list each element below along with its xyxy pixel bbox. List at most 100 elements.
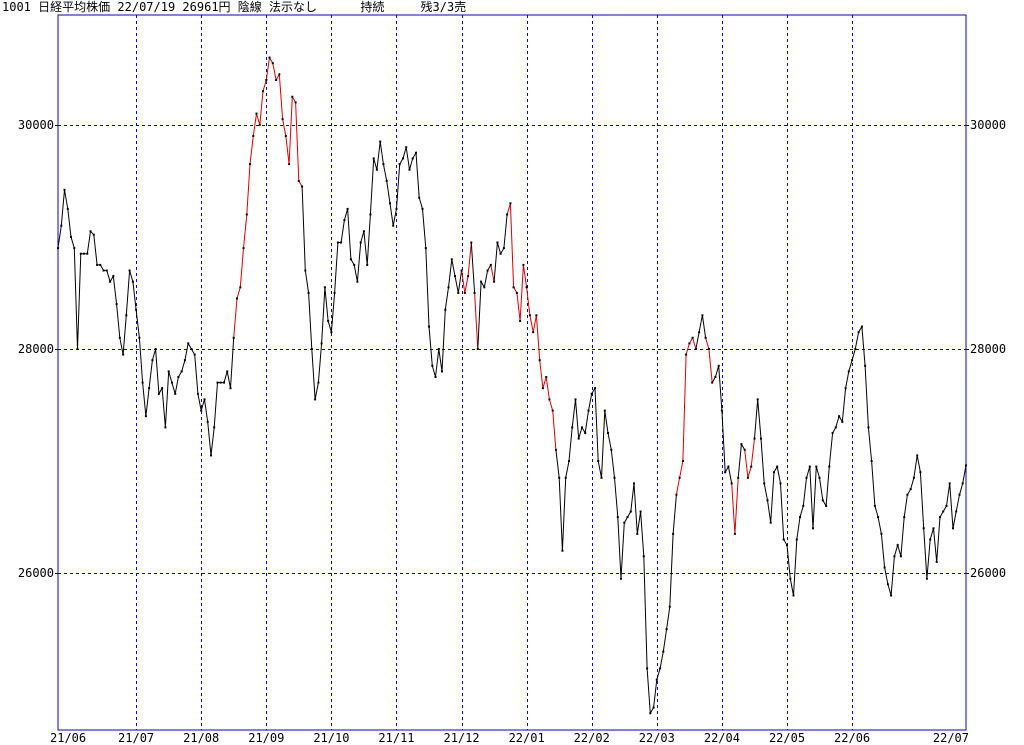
data-point	[392, 224, 395, 227]
data-point	[284, 135, 287, 137]
x-axis: 21/06 21/07 21/08 21/09 21/10 21/11 21/12 22/01…	[50, 731, 969, 745]
data-point	[698, 331, 701, 334]
data-point	[554, 448, 557, 451]
data-point	[187, 342, 190, 345]
data-point	[707, 348, 710, 350]
data-point	[646, 667, 649, 670]
data-point	[789, 577, 792, 580]
data-point	[109, 280, 112, 283]
data-point	[779, 482, 782, 485]
data-point	[349, 258, 352, 261]
data-point	[493, 280, 496, 283]
data-point	[675, 493, 678, 496]
data-point	[922, 527, 925, 530]
data-point	[317, 381, 320, 384]
data-point	[258, 123, 261, 126]
series-line-highlight	[474, 292, 479, 350]
x-tick-label: 21/09	[248, 731, 284, 745]
data-point	[255, 112, 258, 115]
data-point	[769, 521, 772, 524]
data-point	[766, 499, 769, 502]
data-point	[942, 510, 945, 513]
data-point	[359, 241, 362, 244]
data-point	[271, 62, 274, 65]
data-point	[652, 706, 655, 709]
data-point	[164, 426, 167, 429]
data-point	[597, 460, 600, 462]
data-point	[883, 566, 886, 569]
y-tick-label: 28000	[970, 342, 1006, 356]
data-point	[825, 504, 828, 507]
data-point	[105, 269, 108, 272]
data-point	[314, 398, 317, 401]
data-point	[463, 291, 466, 294]
position-status: 持続	[360, 0, 385, 14]
data-point	[450, 258, 453, 261]
data-point	[864, 364, 867, 367]
data-point	[154, 348, 157, 350]
x-tick-label: 22/07	[933, 731, 969, 745]
data-point	[330, 331, 333, 334]
data-point	[717, 364, 720, 367]
series-line-highlight	[675, 336, 697, 495]
data-point	[343, 219, 346, 222]
data-point	[571, 426, 574, 429]
data-point	[128, 269, 131, 272]
data-point	[815, 465, 818, 468]
data-point	[607, 432, 609, 434]
data-point	[896, 544, 899, 547]
x-tick-label: 21/08	[183, 731, 219, 745]
data-point	[219, 381, 222, 384]
data-point	[385, 179, 388, 182]
data-point	[724, 471, 727, 474]
data-point	[57, 247, 59, 250]
data-point	[265, 79, 268, 81]
data-point	[434, 376, 437, 378]
data-point	[545, 376, 548, 378]
data-point	[424, 247, 427, 250]
data-point	[939, 516, 941, 519]
data-point	[369, 213, 372, 216]
data-point	[63, 188, 66, 191]
x-tick-label: 21/06	[50, 731, 86, 745]
data-point	[76, 348, 79, 350]
y-tick-label: 26000	[970, 566, 1006, 580]
data-point	[122, 353, 125, 356]
data-point	[281, 118, 284, 121]
data-point	[232, 336, 235, 339]
data-point	[577, 437, 580, 440]
data-point	[756, 398, 759, 401]
data-point	[773, 471, 775, 474]
data-point	[659, 667, 662, 670]
data-point	[372, 157, 375, 160]
series-line-highlight	[506, 203, 557, 450]
data-point	[831, 432, 834, 434]
data-point	[454, 275, 456, 278]
data-point	[125, 314, 128, 317]
data-point	[375, 168, 378, 171]
data-point	[148, 387, 151, 390]
data-point	[362, 230, 365, 233]
data-point	[594, 387, 596, 390]
data-point	[70, 235, 72, 238]
data-point	[310, 348, 313, 350]
data-point	[857, 331, 860, 334]
data-point	[301, 185, 304, 188]
data-point	[932, 527, 935, 530]
y-tick-label: 30000	[18, 118, 54, 132]
data-point	[886, 583, 889, 586]
data-point	[252, 135, 255, 137]
data-point	[633, 482, 635, 485]
data-point	[223, 381, 225, 384]
series-line	[695, 315, 707, 350]
data-point	[929, 538, 932, 541]
data-point	[776, 465, 779, 468]
data-point	[763, 482, 766, 485]
data-point	[655, 678, 658, 681]
symbol-name: 日経平均株価	[38, 0, 111, 14]
data-point	[600, 476, 603, 479]
data-point	[268, 56, 271, 59]
data-point	[678, 476, 681, 479]
data-point	[115, 303, 118, 306]
data-point	[291, 95, 294, 98]
